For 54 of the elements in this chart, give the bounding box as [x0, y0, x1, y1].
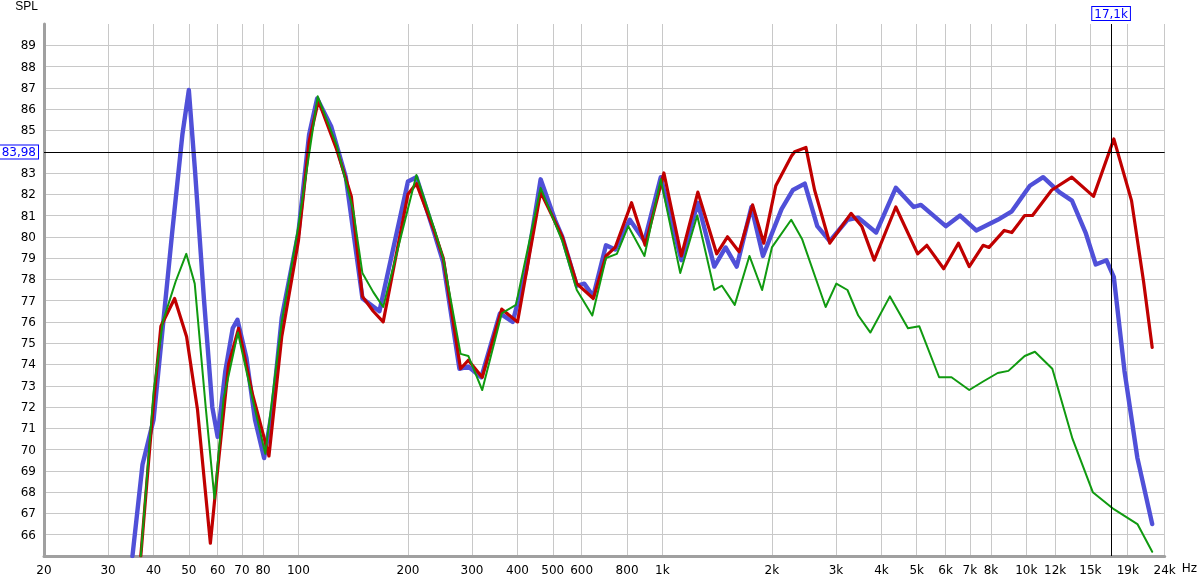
x-tick-label: 24k — [1153, 563, 1176, 577]
y-tick-label: 83 — [20, 165, 36, 180]
y-tick-label: 78 — [20, 272, 36, 287]
x-tick-label: 3k — [828, 563, 844, 577]
y-tick-label: 88 — [20, 59, 36, 74]
x-tick-label: 300 — [460, 563, 484, 577]
ref-line-label: 83,98 — [1, 145, 36, 160]
x-tick-label: 6k — [938, 563, 953, 577]
y-tick-label: 73 — [20, 378, 36, 393]
x-tick-label: 5k — [909, 563, 925, 577]
y-tick-label: 70 — [20, 442, 36, 457]
x-tick-label: 30 — [100, 563, 116, 577]
y-tick-label: 86 — [20, 102, 36, 117]
x-tick-label: 500 — [541, 563, 565, 577]
x-tick-label: 12k — [1044, 563, 1067, 577]
x-tick-label: 40 — [145, 563, 162, 577]
y-tick-label: 81 — [20, 208, 36, 223]
y-tick-label: 77 — [20, 293, 36, 308]
y-tick-label: 68 — [20, 485, 36, 500]
x-tick-label: 19k — [1116, 563, 1139, 577]
x-tick-label: 20 — [36, 563, 52, 577]
y-tick-label: 87 — [20, 80, 36, 95]
y-tick-label: 75 — [20, 336, 36, 351]
x-tick-label: 200 — [396, 563, 420, 577]
y-tick-label: 71 — [20, 421, 36, 436]
ref-line-label: 17,1k — [1094, 7, 1128, 21]
x-tick-label: 800 — [615, 563, 639, 577]
x-tick-label: 50 — [181, 563, 197, 577]
y-tick-label: 80 — [20, 229, 36, 244]
x-axis-title: Hz — [1181, 561, 1198, 575]
x-tick-label: 1k — [655, 563, 670, 577]
x-tick-label: 80 — [255, 563, 271, 577]
x-tick-label: 400 — [506, 563, 529, 577]
x-tick-label: 4k — [874, 563, 889, 577]
y-tick-label: 82 — [20, 187, 36, 202]
y-tick-label: 66 — [20, 527, 36, 542]
y-tick-label: 72 — [20, 400, 36, 415]
y-axis-title: SPL — [15, 0, 39, 13]
y-tick-label: 76 — [20, 314, 36, 329]
x-tick-label: 7k — [962, 563, 978, 577]
x-tick-label: 100 — [286, 563, 310, 577]
x-tick-label: 60 — [210, 563, 226, 577]
y-tick-label: 74 — [20, 357, 36, 372]
y-tick-label: 69 — [20, 463, 36, 478]
y-tick-label: 79 — [20, 251, 36, 266]
y-tick-label: 89 — [20, 38, 36, 53]
x-tick-label: 2k — [764, 563, 780, 577]
x-tick-label: 70 — [234, 563, 250, 577]
x-tick-label: 8k — [983, 563, 999, 577]
x-tick-label: 600 — [570, 563, 594, 577]
y-tick-label: 67 — [20, 506, 36, 521]
x-tick-label: 15k — [1079, 563, 1102, 577]
x-tick-label: 10k — [1015, 563, 1038, 577]
y-tick-label: 85 — [20, 123, 36, 138]
